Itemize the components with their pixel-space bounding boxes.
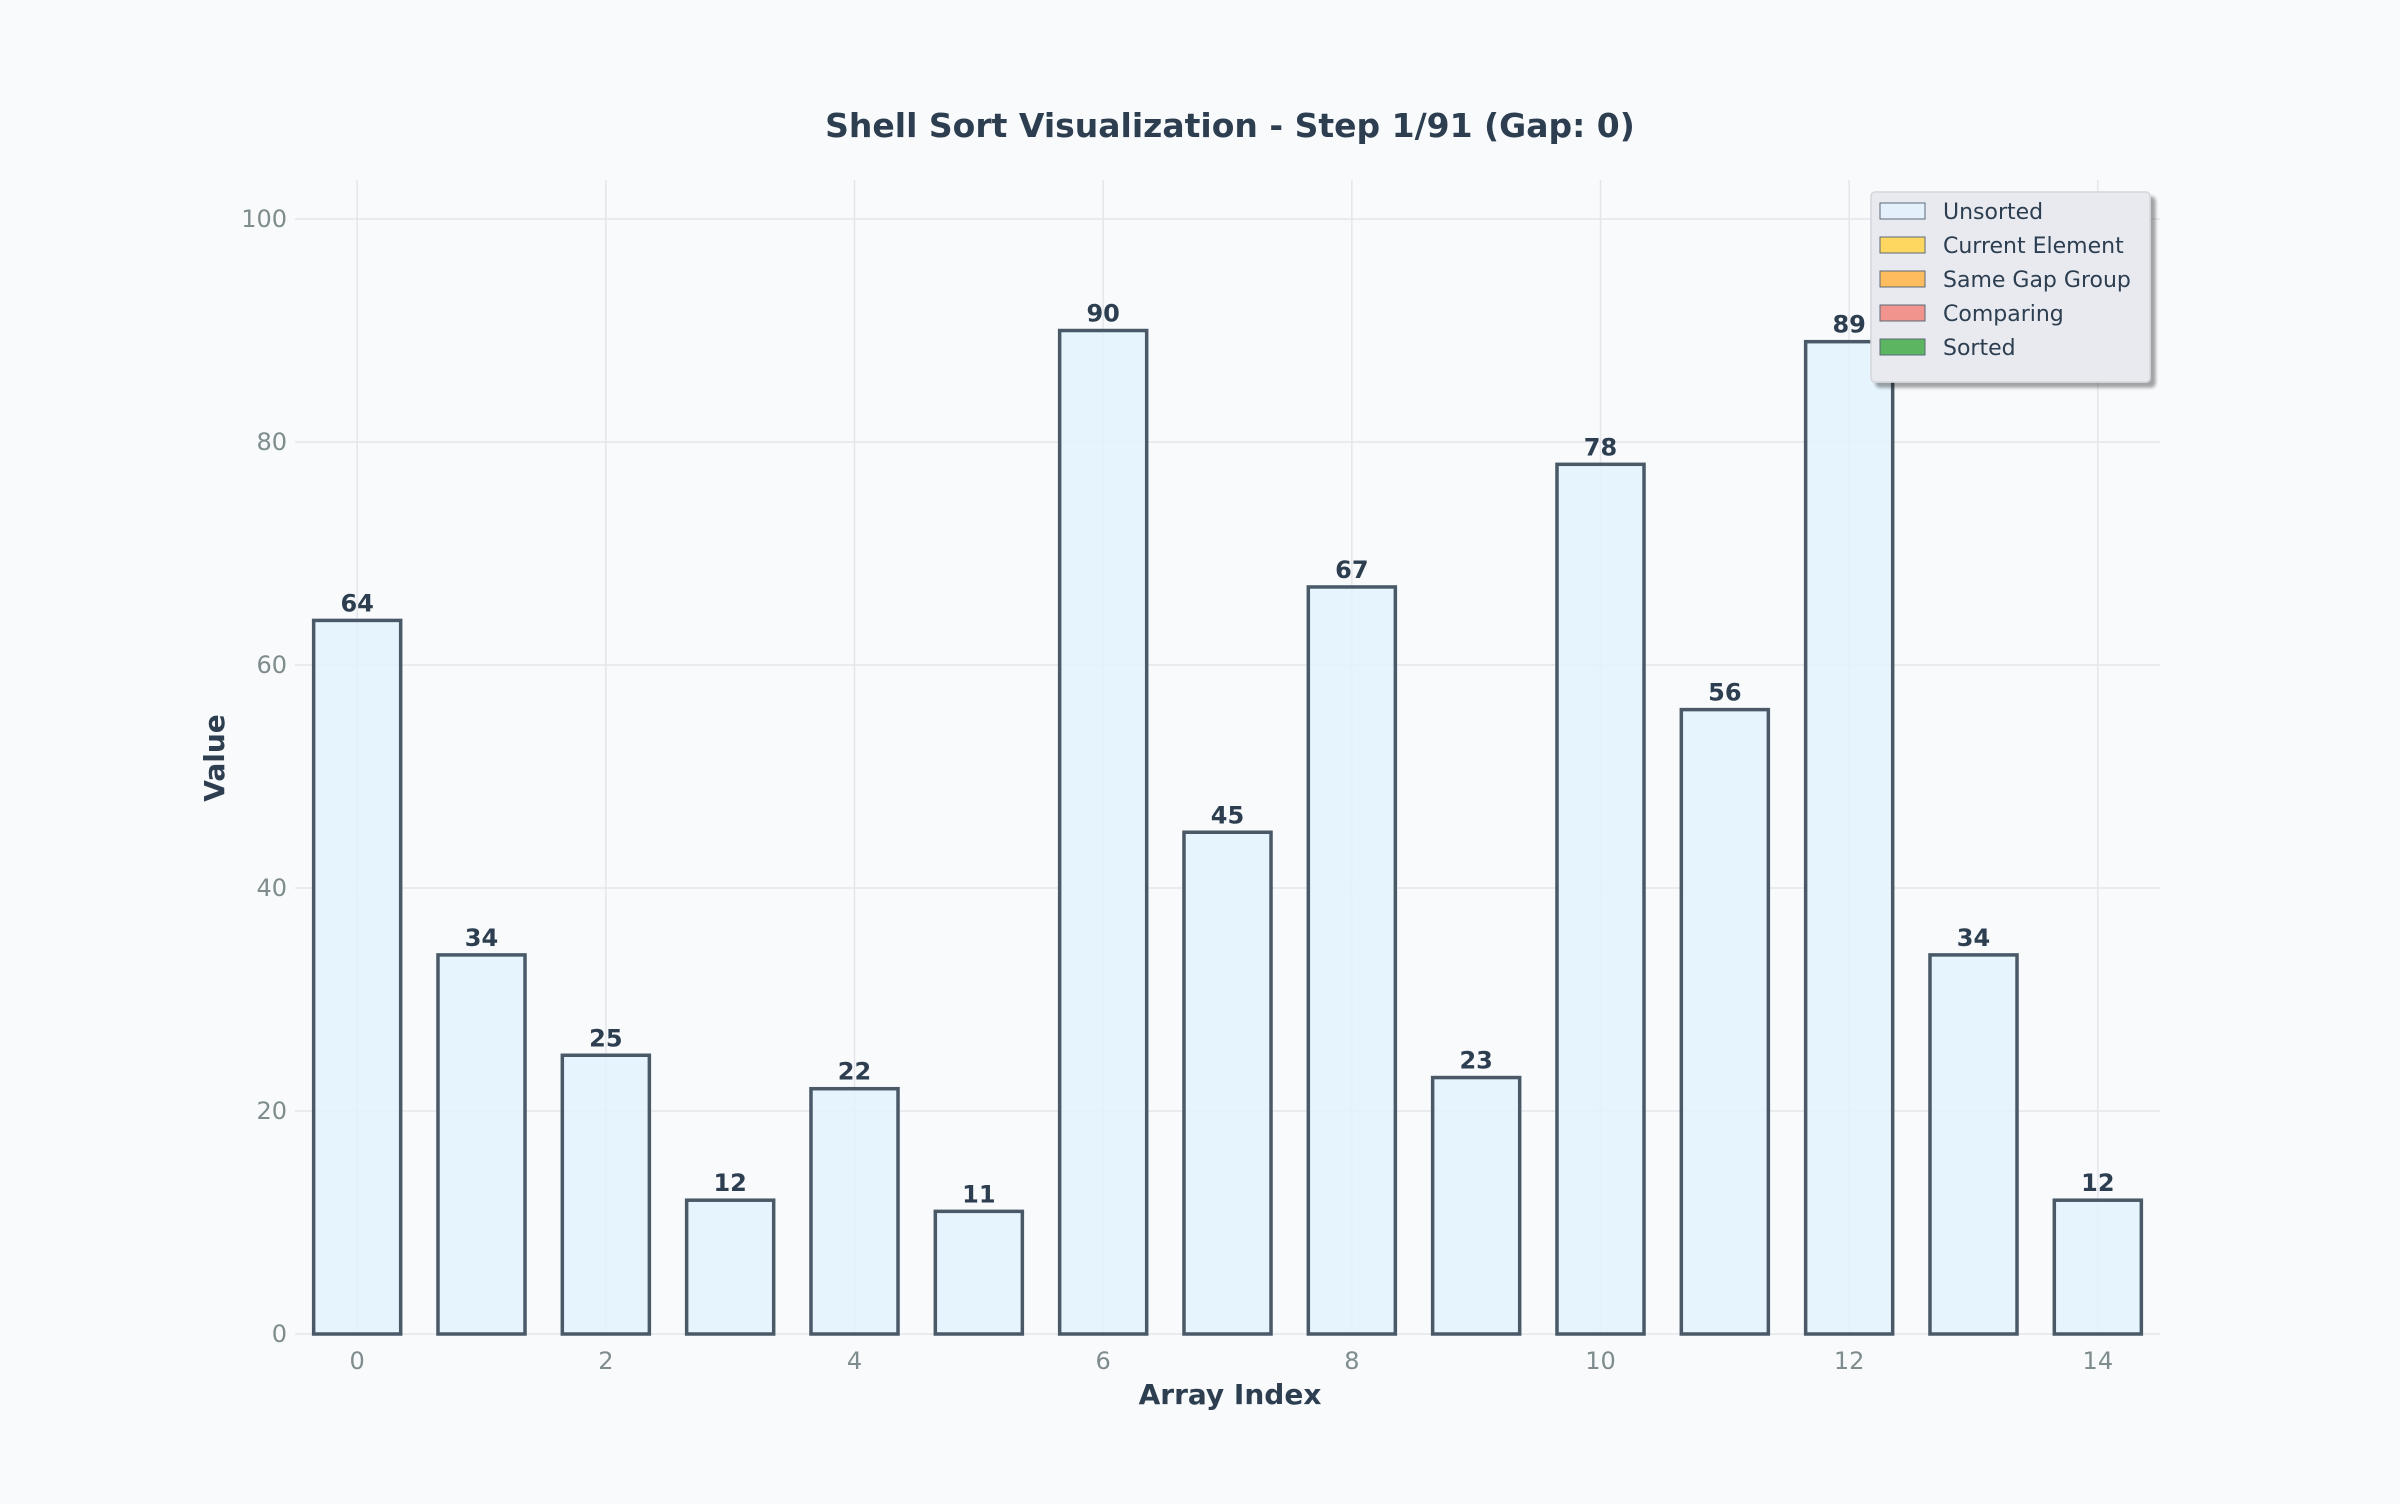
bar-value-label-13: 34 (1957, 924, 1990, 952)
bar-value-label-6: 90 (1086, 300, 1119, 328)
bar-index-8 (1306, 585, 1398, 1336)
bar-index-12 (1803, 339, 1895, 1336)
legend-swatch (1879, 338, 1926, 356)
legend: Unsorted Current Element Same Gap Group Com… (1870, 191, 2151, 383)
chart-title: Shell Sort Visualization - Step 1/91 (Ga… (825, 106, 1635, 145)
legend-label: Same Gap Group (1943, 268, 2131, 293)
legend-label: Sorted (1943, 336, 2016, 361)
y-tick-label: 20 (256, 1097, 287, 1125)
x-axis-ticks: 0 2 4 6 8 10 12 14 (350, 1347, 2114, 1375)
bar-value-label-5: 11 (962, 1180, 995, 1208)
bar-value-label-1: 34 (465, 924, 498, 952)
bar-value-label-3: 12 (713, 1169, 746, 1197)
bar-value-label-8: 67 (1335, 556, 1368, 584)
bar-index-3 (684, 1198, 776, 1336)
bar-index-5 (933, 1209, 1025, 1336)
bar-value-label-2: 25 (589, 1024, 622, 1052)
bar-index-10 (1555, 462, 1646, 1336)
bar-value-label-0: 64 (340, 589, 373, 617)
x-tick-label: 6 (1096, 1347, 1111, 1375)
bar-index-2 (560, 1053, 652, 1336)
legend-swatch (1879, 202, 1926, 220)
x-tick-label: 2 (598, 1347, 613, 1375)
bar-value-label-11: 56 (1708, 679, 1741, 707)
bar-index-1 (436, 953, 527, 1336)
bar-index-13 (1928, 953, 2019, 1336)
y-tick-label: 40 (256, 874, 287, 902)
bar-index-9 (1430, 1075, 1522, 1336)
x-tick-label: 8 (1344, 1347, 1359, 1375)
x-tick-label: 0 (350, 1347, 365, 1375)
legend-label: Comparing (1943, 302, 2064, 327)
bar-index-6 (1057, 328, 1149, 1336)
legend-label: Unsorted (1943, 200, 2043, 225)
legend-label: Current Element (1943, 234, 2124, 259)
bar-index-0 (311, 618, 403, 1336)
legend-swatch (1879, 270, 1926, 288)
bar-value-labels: 64 34 25 12 22 11 90 45 67 23 78 56 89 34 12 (340, 300, 2114, 1209)
y-tick-label: 80 (256, 428, 287, 456)
y-axis-label: Value (198, 714, 231, 802)
bar-value-label-4: 22 (838, 1058, 871, 1086)
y-tick-label: 0 (272, 1320, 287, 1348)
bar-index-7 (1182, 830, 1273, 1336)
legend-swatch (1879, 304, 1926, 322)
y-tick-label: 60 (256, 651, 287, 679)
legend-swatch (1879, 236, 1926, 254)
bar-value-label-9: 23 (1459, 1047, 1492, 1075)
bar-value-label-10: 78 (1584, 433, 1617, 461)
legend-box (1870, 191, 2151, 383)
bar-value-label-7: 45 (1211, 801, 1244, 829)
bar-value-label-14: 12 (2081, 1169, 2114, 1197)
bar-index-4 (809, 1086, 900, 1336)
bar-value-label-12: 89 (1832, 311, 1865, 339)
x-tick-label: 4 (847, 1347, 862, 1375)
bars (311, 328, 2144, 1336)
x-axis-label: Array Index (1139, 1378, 1322, 1411)
x-tick-label: 10 (1585, 1347, 1616, 1375)
bar-index-11 (1679, 707, 1771, 1336)
y-tick-label: 100 (241, 205, 287, 233)
y-axis-ticks: 0 20 40 60 80 100 (241, 205, 287, 1348)
bar-index-14 (2052, 1198, 2144, 1336)
x-tick-label: 12 (1834, 1347, 1865, 1375)
x-tick-label: 14 (2083, 1347, 2114, 1375)
